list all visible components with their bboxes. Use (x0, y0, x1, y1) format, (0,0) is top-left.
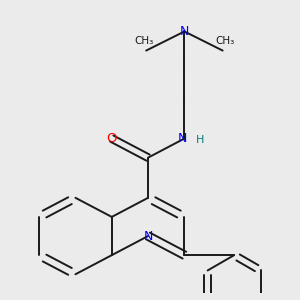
Text: CH₃: CH₃ (215, 36, 234, 46)
Text: O: O (106, 132, 117, 145)
Text: N: N (178, 132, 187, 145)
Text: N: N (143, 230, 153, 242)
Text: N: N (180, 25, 189, 38)
Text: CH₃: CH₃ (135, 36, 154, 46)
Text: H: H (196, 135, 205, 145)
